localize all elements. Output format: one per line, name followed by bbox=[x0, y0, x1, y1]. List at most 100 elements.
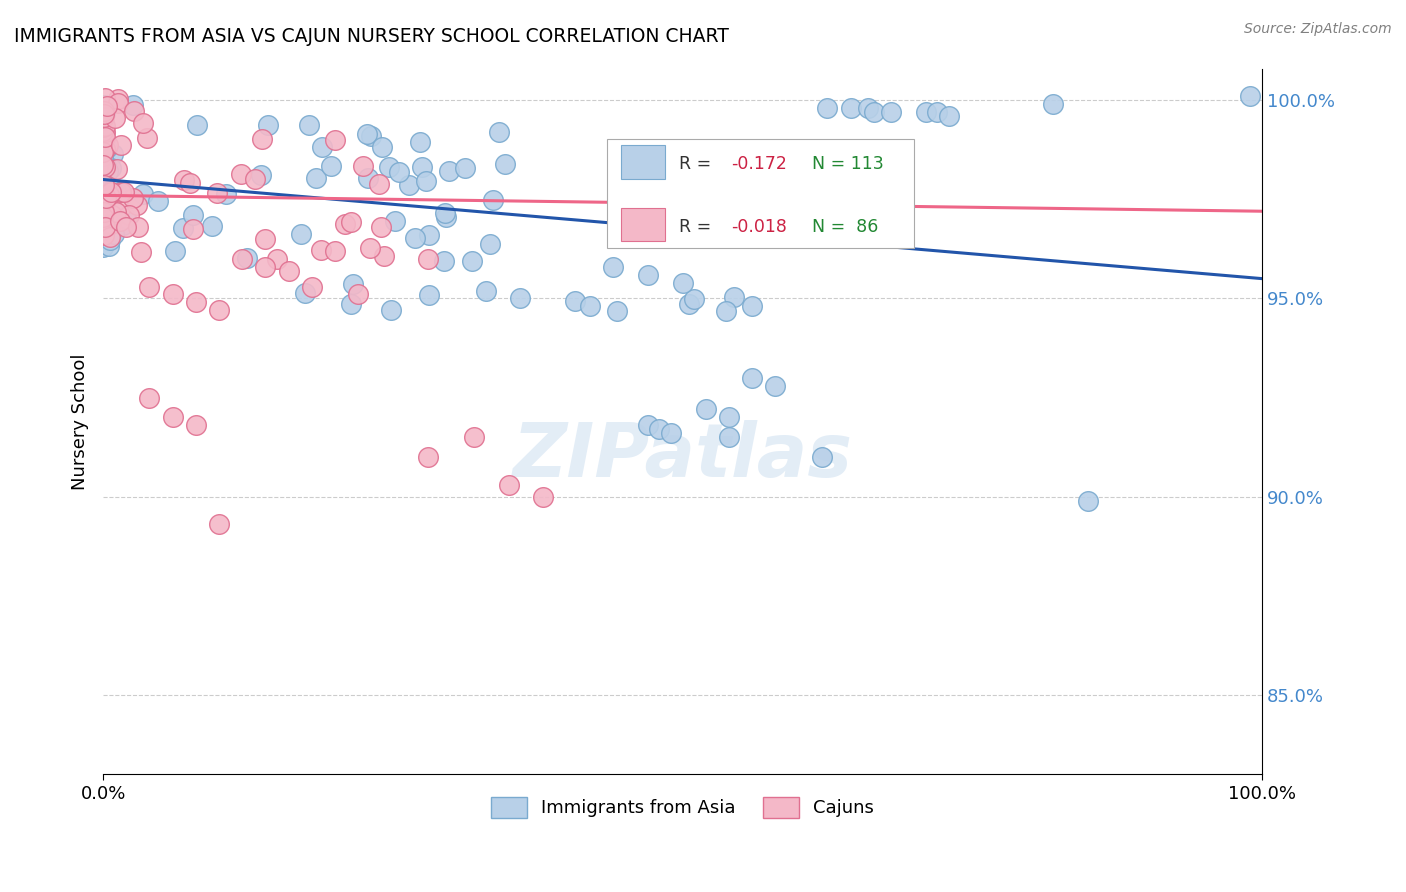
Point bbox=[93, 112, 115, 127]
Text: N =  86: N = 86 bbox=[813, 219, 879, 236]
Point bbox=[122, 191, 145, 205]
Text: ZIPatlas: ZIPatlas bbox=[513, 420, 852, 493]
Point bbox=[378, 160, 401, 174]
Point bbox=[411, 160, 433, 174]
Point bbox=[94, 219, 117, 234]
Point bbox=[208, 303, 231, 318]
Point bbox=[91, 158, 114, 172]
Point bbox=[94, 159, 117, 173]
Point bbox=[359, 241, 381, 255]
Point bbox=[93, 178, 115, 193]
Point bbox=[93, 110, 115, 124]
Point bbox=[695, 402, 717, 417]
Point bbox=[938, 109, 960, 123]
Point bbox=[368, 178, 391, 192]
Point bbox=[91, 124, 114, 138]
Point bbox=[111, 219, 134, 233]
Point bbox=[482, 193, 505, 207]
Point bbox=[136, 131, 159, 145]
Point bbox=[474, 284, 496, 298]
Point bbox=[107, 92, 129, 106]
Point bbox=[112, 185, 135, 199]
Point bbox=[479, 236, 502, 251]
Point bbox=[93, 120, 115, 134]
Point bbox=[94, 137, 117, 152]
Point bbox=[100, 161, 122, 176]
Point bbox=[323, 132, 346, 146]
Point bbox=[131, 244, 153, 259]
Point bbox=[356, 128, 378, 142]
Point bbox=[880, 105, 903, 120]
Point bbox=[380, 302, 402, 317]
Point bbox=[243, 172, 266, 186]
Text: R =: R = bbox=[679, 219, 717, 236]
Point bbox=[229, 167, 252, 181]
Point bbox=[416, 252, 439, 266]
Point bbox=[434, 206, 457, 220]
Text: R =: R = bbox=[679, 155, 717, 173]
Point bbox=[93, 172, 115, 186]
Point bbox=[100, 217, 122, 231]
Point bbox=[839, 101, 862, 115]
Point bbox=[298, 118, 321, 132]
Point bbox=[103, 207, 125, 221]
Point bbox=[323, 244, 346, 258]
Point bbox=[741, 370, 763, 384]
Point bbox=[94, 191, 117, 205]
Point bbox=[370, 220, 392, 235]
Point bbox=[434, 211, 457, 225]
Point bbox=[97, 138, 120, 153]
Point bbox=[148, 194, 170, 208]
Point bbox=[97, 188, 120, 202]
Point bbox=[91, 106, 114, 120]
Point bbox=[418, 287, 440, 301]
Point bbox=[98, 229, 121, 244]
Point bbox=[94, 125, 117, 139]
Point bbox=[250, 168, 273, 182]
Point bbox=[723, 290, 745, 304]
Point bbox=[498, 477, 520, 491]
Point bbox=[172, 221, 194, 235]
Point bbox=[433, 254, 456, 268]
Point bbox=[104, 111, 127, 125]
Point bbox=[717, 430, 740, 444]
Point bbox=[862, 105, 884, 120]
Point bbox=[672, 195, 695, 210]
Point bbox=[454, 161, 477, 175]
Point bbox=[605, 304, 627, 318]
Point bbox=[100, 200, 122, 214]
Point bbox=[94, 160, 117, 174]
Point bbox=[91, 215, 114, 229]
Point bbox=[91, 149, 114, 163]
Point bbox=[103, 227, 125, 241]
Point bbox=[741, 299, 763, 313]
Point bbox=[110, 200, 132, 214]
Point bbox=[340, 297, 363, 311]
Point bbox=[181, 221, 204, 235]
Point bbox=[659, 426, 682, 441]
Point bbox=[91, 240, 114, 254]
Point bbox=[93, 97, 115, 112]
Point bbox=[437, 163, 460, 178]
Point bbox=[93, 188, 115, 202]
Point bbox=[208, 517, 231, 532]
Point bbox=[371, 140, 394, 154]
Point bbox=[678, 296, 700, 310]
Point bbox=[97, 239, 120, 253]
Text: Source: ZipAtlas.com: Source: ZipAtlas.com bbox=[1244, 22, 1392, 37]
Point bbox=[294, 285, 316, 300]
Point bbox=[118, 208, 141, 222]
Point bbox=[104, 205, 127, 219]
Point bbox=[305, 170, 328, 185]
Point bbox=[416, 450, 439, 464]
Point bbox=[181, 208, 204, 222]
Point bbox=[277, 263, 299, 277]
Point bbox=[235, 251, 257, 265]
Point bbox=[184, 418, 207, 433]
Point bbox=[93, 194, 115, 209]
Point bbox=[163, 244, 186, 258]
Point bbox=[101, 225, 124, 239]
Point bbox=[714, 303, 737, 318]
Point bbox=[94, 130, 117, 145]
Point bbox=[107, 96, 129, 111]
